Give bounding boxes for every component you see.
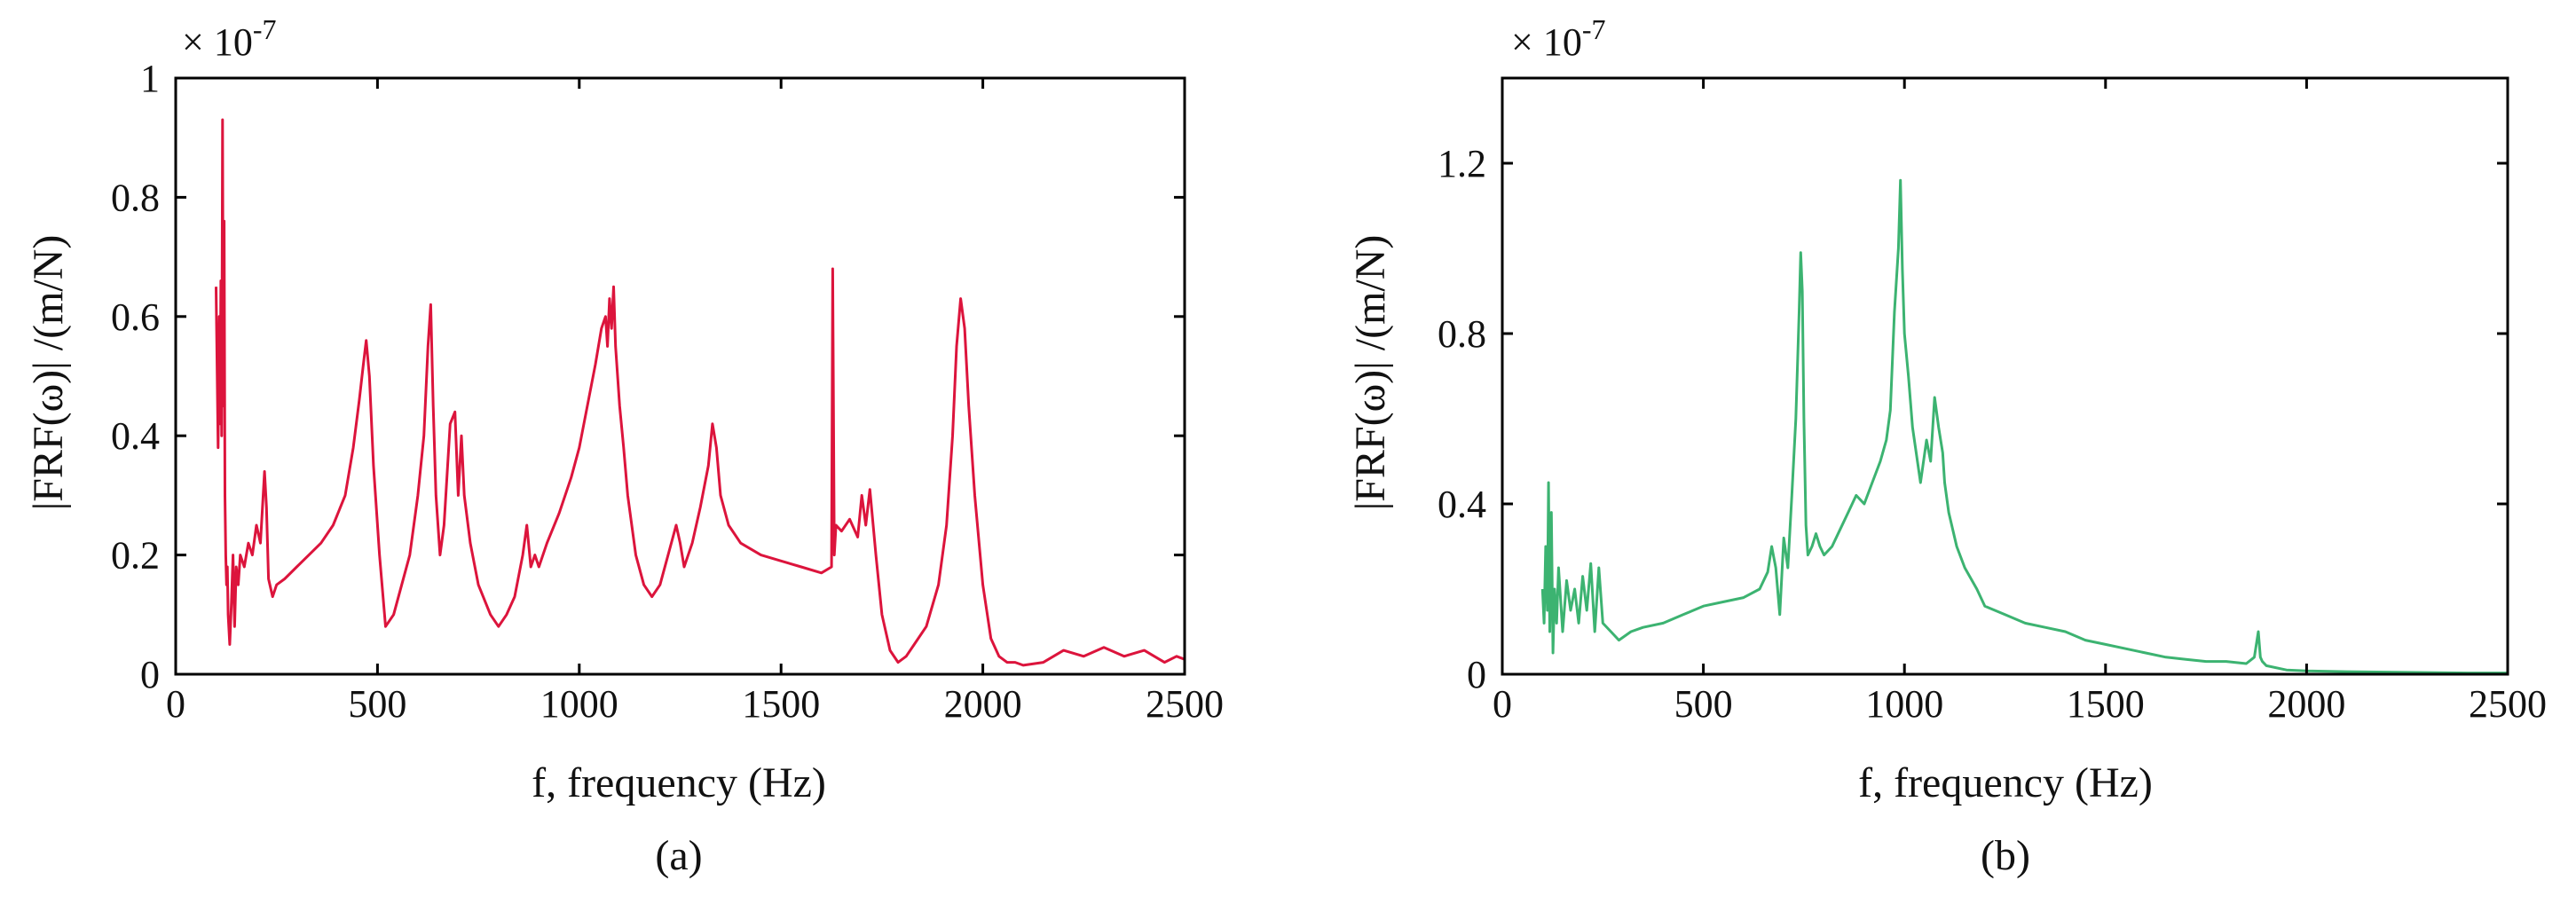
chart-a-ytick-label: 0.4	[111, 414, 160, 458]
chart-a-xtick-label: 2500	[1146, 682, 1224, 726]
chart-b: × 10-7 |FRF(ω)| /(m/N) f, frequency (Hz)…	[1347, 13, 2547, 879]
chart-b-plot-frame	[1501, 76, 2509, 676]
chart-a-caption: (a)	[655, 832, 702, 879]
chart-b-series-line	[1540, 178, 2508, 675]
chart-b-xtick-label: 1000	[1865, 682, 1943, 726]
chart-b-ylabel: |FRF(ω)| /(m/N)	[1347, 235, 1394, 511]
chart-a-xtick-label: 1500	[742, 682, 820, 726]
chart-a-ylabel: |FRF(ω)| /(m/N)	[25, 235, 72, 511]
chart-b-caption: (b)	[1981, 832, 2030, 879]
chart-b-multiplier: × 10-7	[1511, 13, 1605, 64]
chart-b-ytick-label: 1.2	[1438, 142, 1486, 185]
chart-b-ytick-label: 0.4	[1438, 483, 1486, 526]
chart-b-xtick-label: 1500	[2067, 682, 2145, 726]
chart-a: × 10-7 |FRF(ω)| /(m/N) f, frequency (Hz)…	[25, 13, 1224, 879]
chart-b-xlabel: f, frequency (Hz)	[1858, 759, 2153, 806]
chart-a-multiplier: × 10-7	[182, 13, 276, 64]
chart-a-xtick-label: 500	[348, 682, 406, 726]
chart-b-ytick-label: 0	[1467, 653, 1486, 696]
chart-a-ytick-label: 0.2	[111, 534, 160, 578]
chart-a-ytick-label: 0.6	[111, 295, 160, 339]
chart-a-xtick-label: 0	[166, 682, 185, 726]
chart-b-xtick-label: 2000	[2267, 682, 2345, 726]
chart-b-xtick-label: 2500	[2469, 682, 2547, 726]
chart-a-xtick-label: 2000	[944, 682, 1022, 726]
chart-a-ytick-label: 0	[140, 653, 160, 696]
chart-a-xlabel: f, frequency (Hz)	[532, 759, 826, 806]
chart-a-ytick-label: 1	[140, 57, 160, 100]
chart-a-series-line	[215, 118, 1186, 667]
chart-a-ytick-label: 0.8	[111, 176, 160, 219]
chart-a-plot-frame	[174, 76, 1186, 676]
chart-a-xtick-label: 1000	[540, 682, 618, 726]
chart-b-ytick-label: 0.8	[1438, 312, 1486, 356]
chart-b-xtick-label: 0	[1493, 682, 1512, 726]
chart-b-xtick-label: 500	[1674, 682, 1733, 726]
